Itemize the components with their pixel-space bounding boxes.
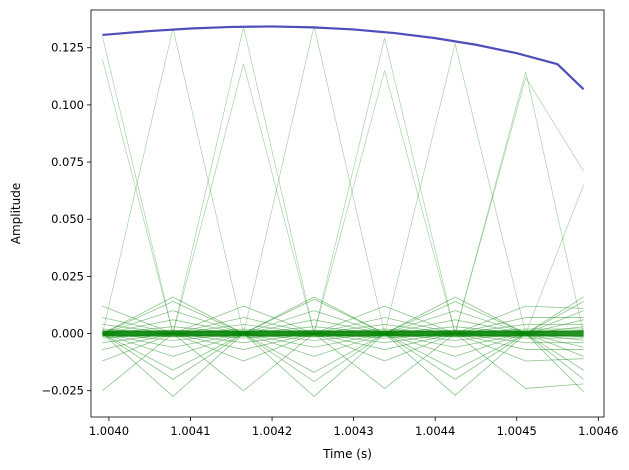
y-tick-label: 0.025	[51, 269, 84, 283]
component-series-line	[102, 333, 584, 397]
component-series-line	[102, 296, 584, 334]
component-series-line	[102, 305, 584, 334]
component-series-line	[102, 59, 584, 334]
x-axis-label: Time (s)	[322, 447, 372, 461]
component-series-line	[102, 333, 584, 382]
component-series-line	[102, 333, 584, 373]
y-tick-label: 0.000	[51, 327, 84, 341]
x-tick-label: 1.0043	[333, 424, 373, 438]
y-axis: −0.025 0.000 0.025 0.050 0.075 0.100 0.125	[41, 41, 91, 398]
x-tick-label: 1.0044	[415, 424, 455, 438]
envelope-series-line	[102, 25, 585, 91]
component-series-line	[102, 26, 584, 334]
component-series-line	[102, 333, 584, 362]
x-tick-label: 1.0046	[578, 424, 618, 438]
component-series-line	[102, 25, 584, 334]
series-layer	[102, 25, 585, 397]
plot-frame	[90, 9, 605, 418]
x-axis: 1.0040 1.0041 1.0042 1.0043 1.0044 1.0045 1.00…	[89, 417, 618, 438]
component-series-line	[102, 310, 584, 334]
x-tick-label: 1.0045	[497, 424, 537, 438]
component-series-line	[102, 333, 584, 357]
component-series-line	[102, 298, 584, 334]
x-tick-label: 1.0040	[89, 424, 129, 438]
x-tick-label: 1.0042	[252, 424, 292, 438]
y-axis-label: Amplitude	[9, 183, 23, 245]
y-tick-label: 0.075	[51, 155, 84, 169]
x-tick-label: 1.0041	[170, 424, 210, 438]
y-tick-label: 0.050	[51, 212, 84, 226]
y-tick-label: −0.025	[41, 384, 84, 398]
component-series-line	[102, 333, 584, 392]
y-tick-label: 0.100	[51, 98, 84, 112]
y-tick-label: 0.125	[51, 41, 84, 55]
